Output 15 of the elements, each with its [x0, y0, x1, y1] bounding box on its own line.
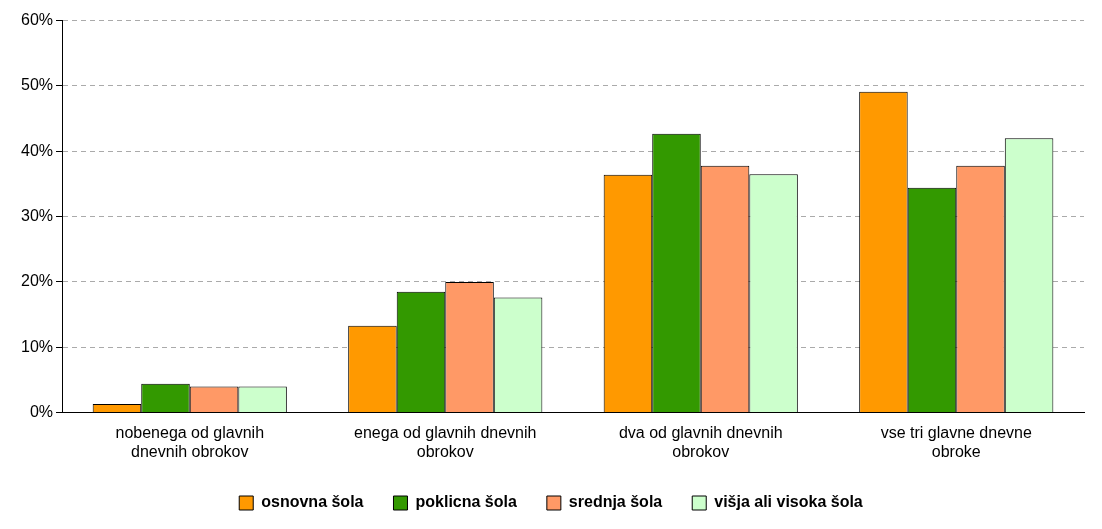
- y-tick-label: 50%: [20, 76, 54, 94]
- x-tick-label: enega od glavnih dnevnih obrokov: [354, 423, 537, 460]
- y-tick-label: 60%: [20, 11, 54, 29]
- y-tick-label: 20%: [20, 272, 54, 290]
- y-tick-label: 40%: [20, 141, 54, 159]
- x-tick-label: vse tri glavne dnevne obroke: [880, 423, 1032, 460]
- y-tick-label: 0%: [29, 403, 54, 421]
- legend-label: srednja šola: [568, 493, 663, 511]
- x-tick-label: nobenega od glavnih dnevnih obrokov: [115, 423, 265, 460]
- legend-label: poklicna šola: [415, 493, 517, 511]
- x-tick-label: dva od glavnih dnevnih obrokov: [618, 423, 783, 460]
- legend-label: višja ali visoka šola: [714, 493, 863, 511]
- y-tick-label: 30%: [20, 207, 54, 225]
- y-tick-label: 10%: [20, 337, 54, 355]
- legend-label: osnovna šola: [261, 493, 364, 511]
